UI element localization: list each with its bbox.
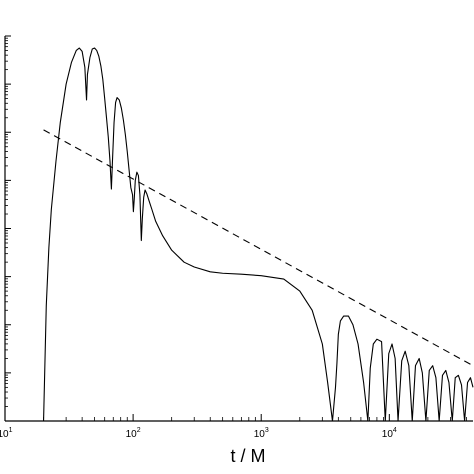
x-tick-labels: 101 102 103 104: [0, 427, 397, 440]
x-tick-label: 103: [254, 427, 269, 440]
x-tick-label: 102: [126, 427, 141, 440]
series-line-dashed: [43, 129, 474, 367]
x-axis-label: t / M: [231, 446, 266, 466]
x-tick-label: 101: [0, 427, 13, 440]
series-line-solid: [43, 47, 474, 422]
plot-area: [43, 47, 474, 422]
axes: [4, 35, 473, 422]
x-tick-label: 104: [382, 427, 397, 440]
